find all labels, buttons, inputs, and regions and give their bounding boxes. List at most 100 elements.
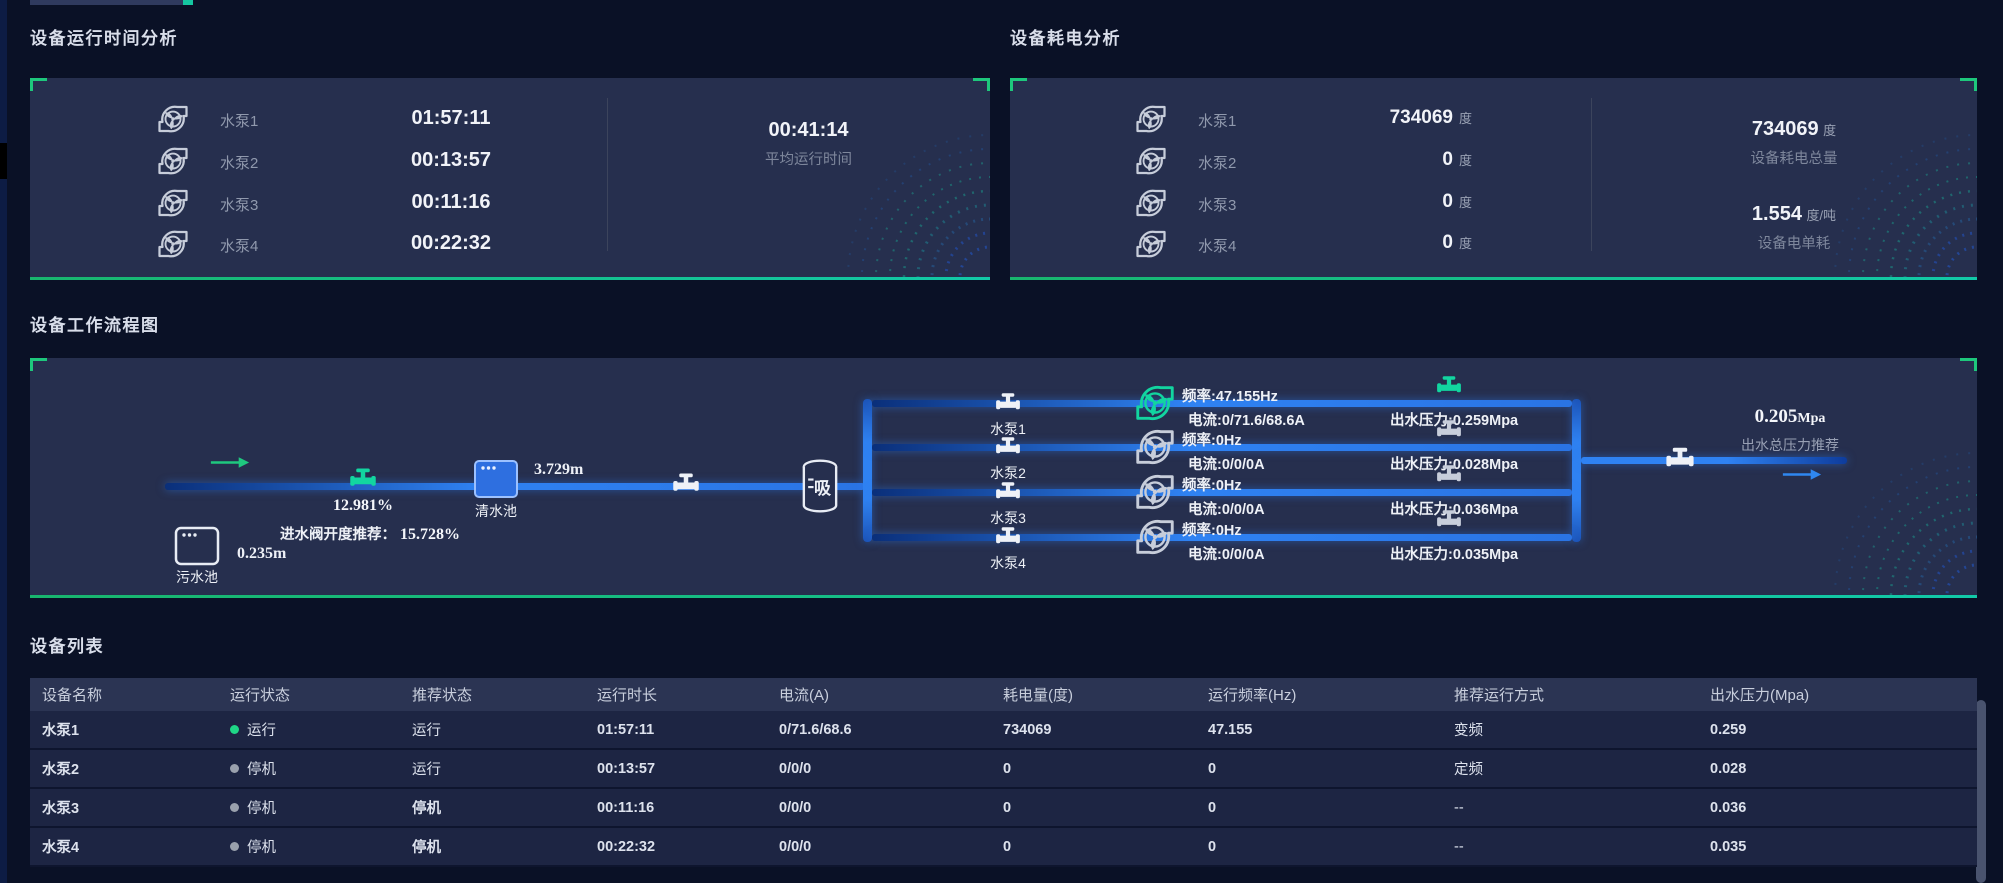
outlet-pressure: 出水压力:0.036Mpa: [1390, 502, 1519, 518]
run-duration: 01:57:11: [597, 721, 655, 738]
table-row[interactable]: 水泵4 停机 停机 00:22:32 0/0/0 0 0 -- 0.035: [30, 828, 1977, 867]
branch-pump-label: 水泵1: [990, 421, 1026, 437]
panel-bottom-accent: [30, 277, 990, 280]
branch-valve-icon: [994, 523, 1022, 551]
pump-label: 水泵1: [1198, 113, 1237, 130]
outlet-valve-icon: [1435, 416, 1463, 444]
pump-label: 水泵4: [220, 238, 259, 255]
branch-pump-label: 水泵4: [990, 555, 1026, 571]
inlet-valve-opening: 12.981%: [333, 497, 393, 514]
branch-pump-label: 水泵2: [990, 465, 1026, 481]
branch-valve-icon: [994, 389, 1022, 417]
col-header: 运行状态: [230, 687, 291, 704]
device-name-link[interactable]: 水泵3: [42, 801, 80, 817]
average-runtime-value: 00:41:14: [768, 119, 849, 141]
col-header: 耗电量(度): [1003, 687, 1073, 704]
flow-direction-arrow-icon: [210, 456, 250, 469]
branch-pipe: [872, 444, 1572, 451]
outlet-pipe: [1581, 457, 1847, 464]
pump-current: 电流:0/71.6/68.6A: [1188, 413, 1305, 429]
total-power-label: 设备耗电总量: [1750, 151, 1838, 167]
kwh-value-row: 0 度: [1250, 232, 1472, 254]
status-dot-stopped: [230, 842, 239, 851]
runtime-value: 00:11:16: [411, 191, 491, 213]
col-header: 出水压力(Mpa): [1710, 687, 1810, 704]
corner-bracket: [30, 358, 47, 371]
branch-valve-icon: [994, 478, 1022, 506]
pump-frequency: 频率:0Hz: [1182, 478, 1242, 494]
run-duration: 00:11:16: [597, 799, 655, 816]
total-power-unit: 度: [1823, 123, 1837, 138]
flow-section-title: 设备工作流程图: [30, 316, 160, 335]
outlet-pressure-value: 0.035: [1710, 838, 1747, 855]
recommend-status: 运行: [412, 762, 441, 778]
sewage-tank-icon: [174, 526, 220, 566]
outlet-valve-icon: [1435, 506, 1463, 534]
table-row[interactable]: 水泵1 运行 运行 01:57:11 0/71.6/68.6 734069 47…: [30, 711, 1977, 750]
unit-consumption-stat: 1.554 度/吨 设备电单耗: [1611, 203, 1977, 253]
power-panel: 水泵1 734069 度 水泵2 0 度 水泵3 0 度 水泵4 0 度 734…: [1010, 78, 1977, 280]
outlet-pressure: 出水压力:0.028Mpa: [1390, 457, 1519, 473]
run-duration: 00:22:32: [597, 838, 656, 855]
runtime-section-title: 设备运行时间分析: [30, 29, 178, 48]
pump-frequency: 频率:0Hz: [1182, 433, 1242, 449]
run-frequency: 0: [1208, 838, 1217, 855]
pump-icon: [1133, 101, 1169, 137]
kwh-value-row: 0 度: [1250, 191, 1472, 213]
run-frequency: 0: [1208, 760, 1217, 777]
current-value: 0/0/0: [779, 838, 812, 855]
average-runtime-label: 平均运行时间: [765, 152, 852, 168]
device-name-link[interactable]: 水泵2: [42, 762, 80, 778]
runtime-value: 00:13:57: [410, 149, 492, 171]
current-value: 0/0/0: [779, 760, 812, 777]
pump-icon: [1133, 185, 1169, 221]
device-name-link[interactable]: 水泵1: [42, 723, 80, 739]
recommend-mode: --: [1454, 799, 1464, 816]
corner-bracket: [30, 78, 47, 91]
top-tab-remnant[interactable]: [30, 0, 183, 5]
run-status: 停机: [247, 762, 276, 778]
total-power-stat: 734069 度 设备耗电总量: [1611, 118, 1977, 168]
col-header: 运行时长: [597, 687, 658, 704]
recommend-status: 停机: [412, 801, 441, 817]
corner-bracket: [1960, 358, 1977, 371]
outlet-pressure-recommend-label: 出水总压力推荐: [1741, 437, 1839, 453]
device-table: 设备名称 运行状态 推荐状态 运行时长 电流(A) 耗电量(度) 运行频率(Hz…: [30, 678, 1977, 867]
clean-tank-icon: [474, 460, 518, 498]
inlet-recommendation: 进水阀开度推荐： 15.728%: [280, 523, 460, 544]
run-frequency: 0: [1208, 799, 1217, 816]
device-name-link[interactable]: 水泵4: [42, 840, 80, 856]
run-status: 停机: [247, 840, 276, 856]
top-tab-accent: [183, 0, 193, 5]
outlet-pressure-unit: Mpa: [1797, 411, 1826, 426]
clean-tank-label: 清水池: [475, 503, 517, 519]
current-value: 0/0/0: [779, 799, 812, 816]
run-status: 运行: [247, 723, 276, 739]
table-row[interactable]: 水泵3 停机 停机 00:11:16 0/0/0 0 0 -- 0.036: [30, 789, 1977, 828]
pump-frequency: 频率:0Hz: [1182, 523, 1242, 539]
pump-icon: [155, 185, 191, 221]
table-row[interactable]: 水泵2 停机 运行 00:13:57 0/0/0 0 0 定频 0.028: [30, 750, 1977, 789]
status-dot-stopped: [230, 803, 239, 812]
branch-pipe: [872, 400, 1572, 407]
panel-divider: [1591, 98, 1592, 251]
kwh-unit: 度: [1458, 111, 1472, 126]
branch-valve-icon: [994, 433, 1022, 461]
panel-divider: [607, 98, 608, 251]
kwh-value: 0: [1442, 149, 1453, 170]
outlet-pressure-value: 0.028: [1710, 760, 1747, 777]
branch-pipe: [872, 489, 1572, 496]
page-scrollbar-thumb[interactable]: [1976, 700, 1986, 883]
left-edge-strip: [0, 0, 7, 883]
pump-current: 电流:0/0/0A: [1188, 502, 1265, 518]
outlet-pressure-value: 0.036: [1710, 799, 1747, 816]
power-consumption: 0: [1003, 838, 1012, 855]
left-manifold-pipe: [863, 399, 872, 542]
pump-label: 水泵1: [220, 113, 259, 130]
current-value: 0/71.6/68.6: [779, 721, 852, 738]
pump-icon: [155, 101, 191, 137]
col-header: 推荐运行方式: [1454, 687, 1545, 704]
power-consumption: 734069: [1003, 721, 1052, 738]
branch-pump-label: 水泵3: [990, 510, 1026, 526]
